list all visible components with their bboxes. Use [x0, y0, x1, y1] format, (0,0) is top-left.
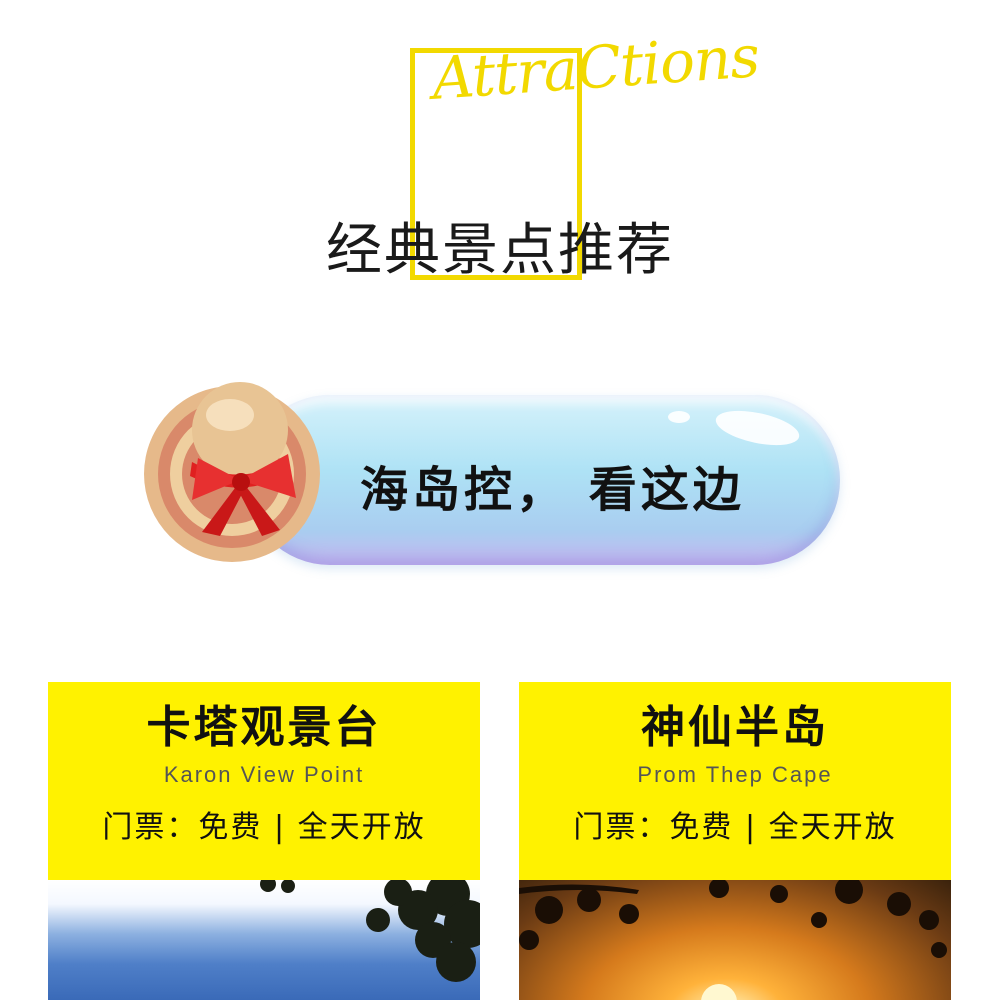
- attraction-card-karon[interactable]: 卡塔观景台 Karon View Point 门票：免费 | 全天开放: [48, 682, 480, 1000]
- banner-text: 海岛控， 看这边: [360, 462, 745, 518]
- attraction-photo: [48, 872, 480, 1000]
- straw-hat-icon: [144, 382, 320, 562]
- attraction-card-promthep[interactable]: 神仙半岛 Prom Thep Cape 门票：免费 | 全天开放: [519, 682, 951, 1000]
- pill-highlight: [712, 404, 803, 452]
- attraction-ticket-info: 门票：免费 | 全天开放: [102, 810, 426, 845]
- title-frame: [410, 48, 582, 280]
- tree-silhouette: [260, 872, 480, 982]
- attraction-photo: [519, 876, 951, 1000]
- banner-pill: [245, 395, 840, 565]
- card-header: 卡塔观景台 Karon View Point 门票：免费 | 全天开放: [48, 682, 480, 880]
- attraction-name: 卡塔观景台: [146, 702, 382, 753]
- attraction-name: 神仙半岛: [641, 702, 829, 753]
- attraction-english-name: Prom Thep Cape: [637, 762, 833, 787]
- card-header: 神仙半岛 Prom Thep Cape 门票：免费 | 全天开放: [519, 682, 951, 880]
- page-title: 经典景点推荐: [326, 218, 674, 283]
- attraction-english-name: Karon View Point: [163, 762, 365, 787]
- pill-highlight-small: [668, 411, 690, 423]
- script-title: AttraCtions: [430, 22, 762, 113]
- attraction-ticket-info: 门票：免费 | 全天开放: [573, 810, 897, 845]
- sunset-branches: [519, 876, 947, 1000]
